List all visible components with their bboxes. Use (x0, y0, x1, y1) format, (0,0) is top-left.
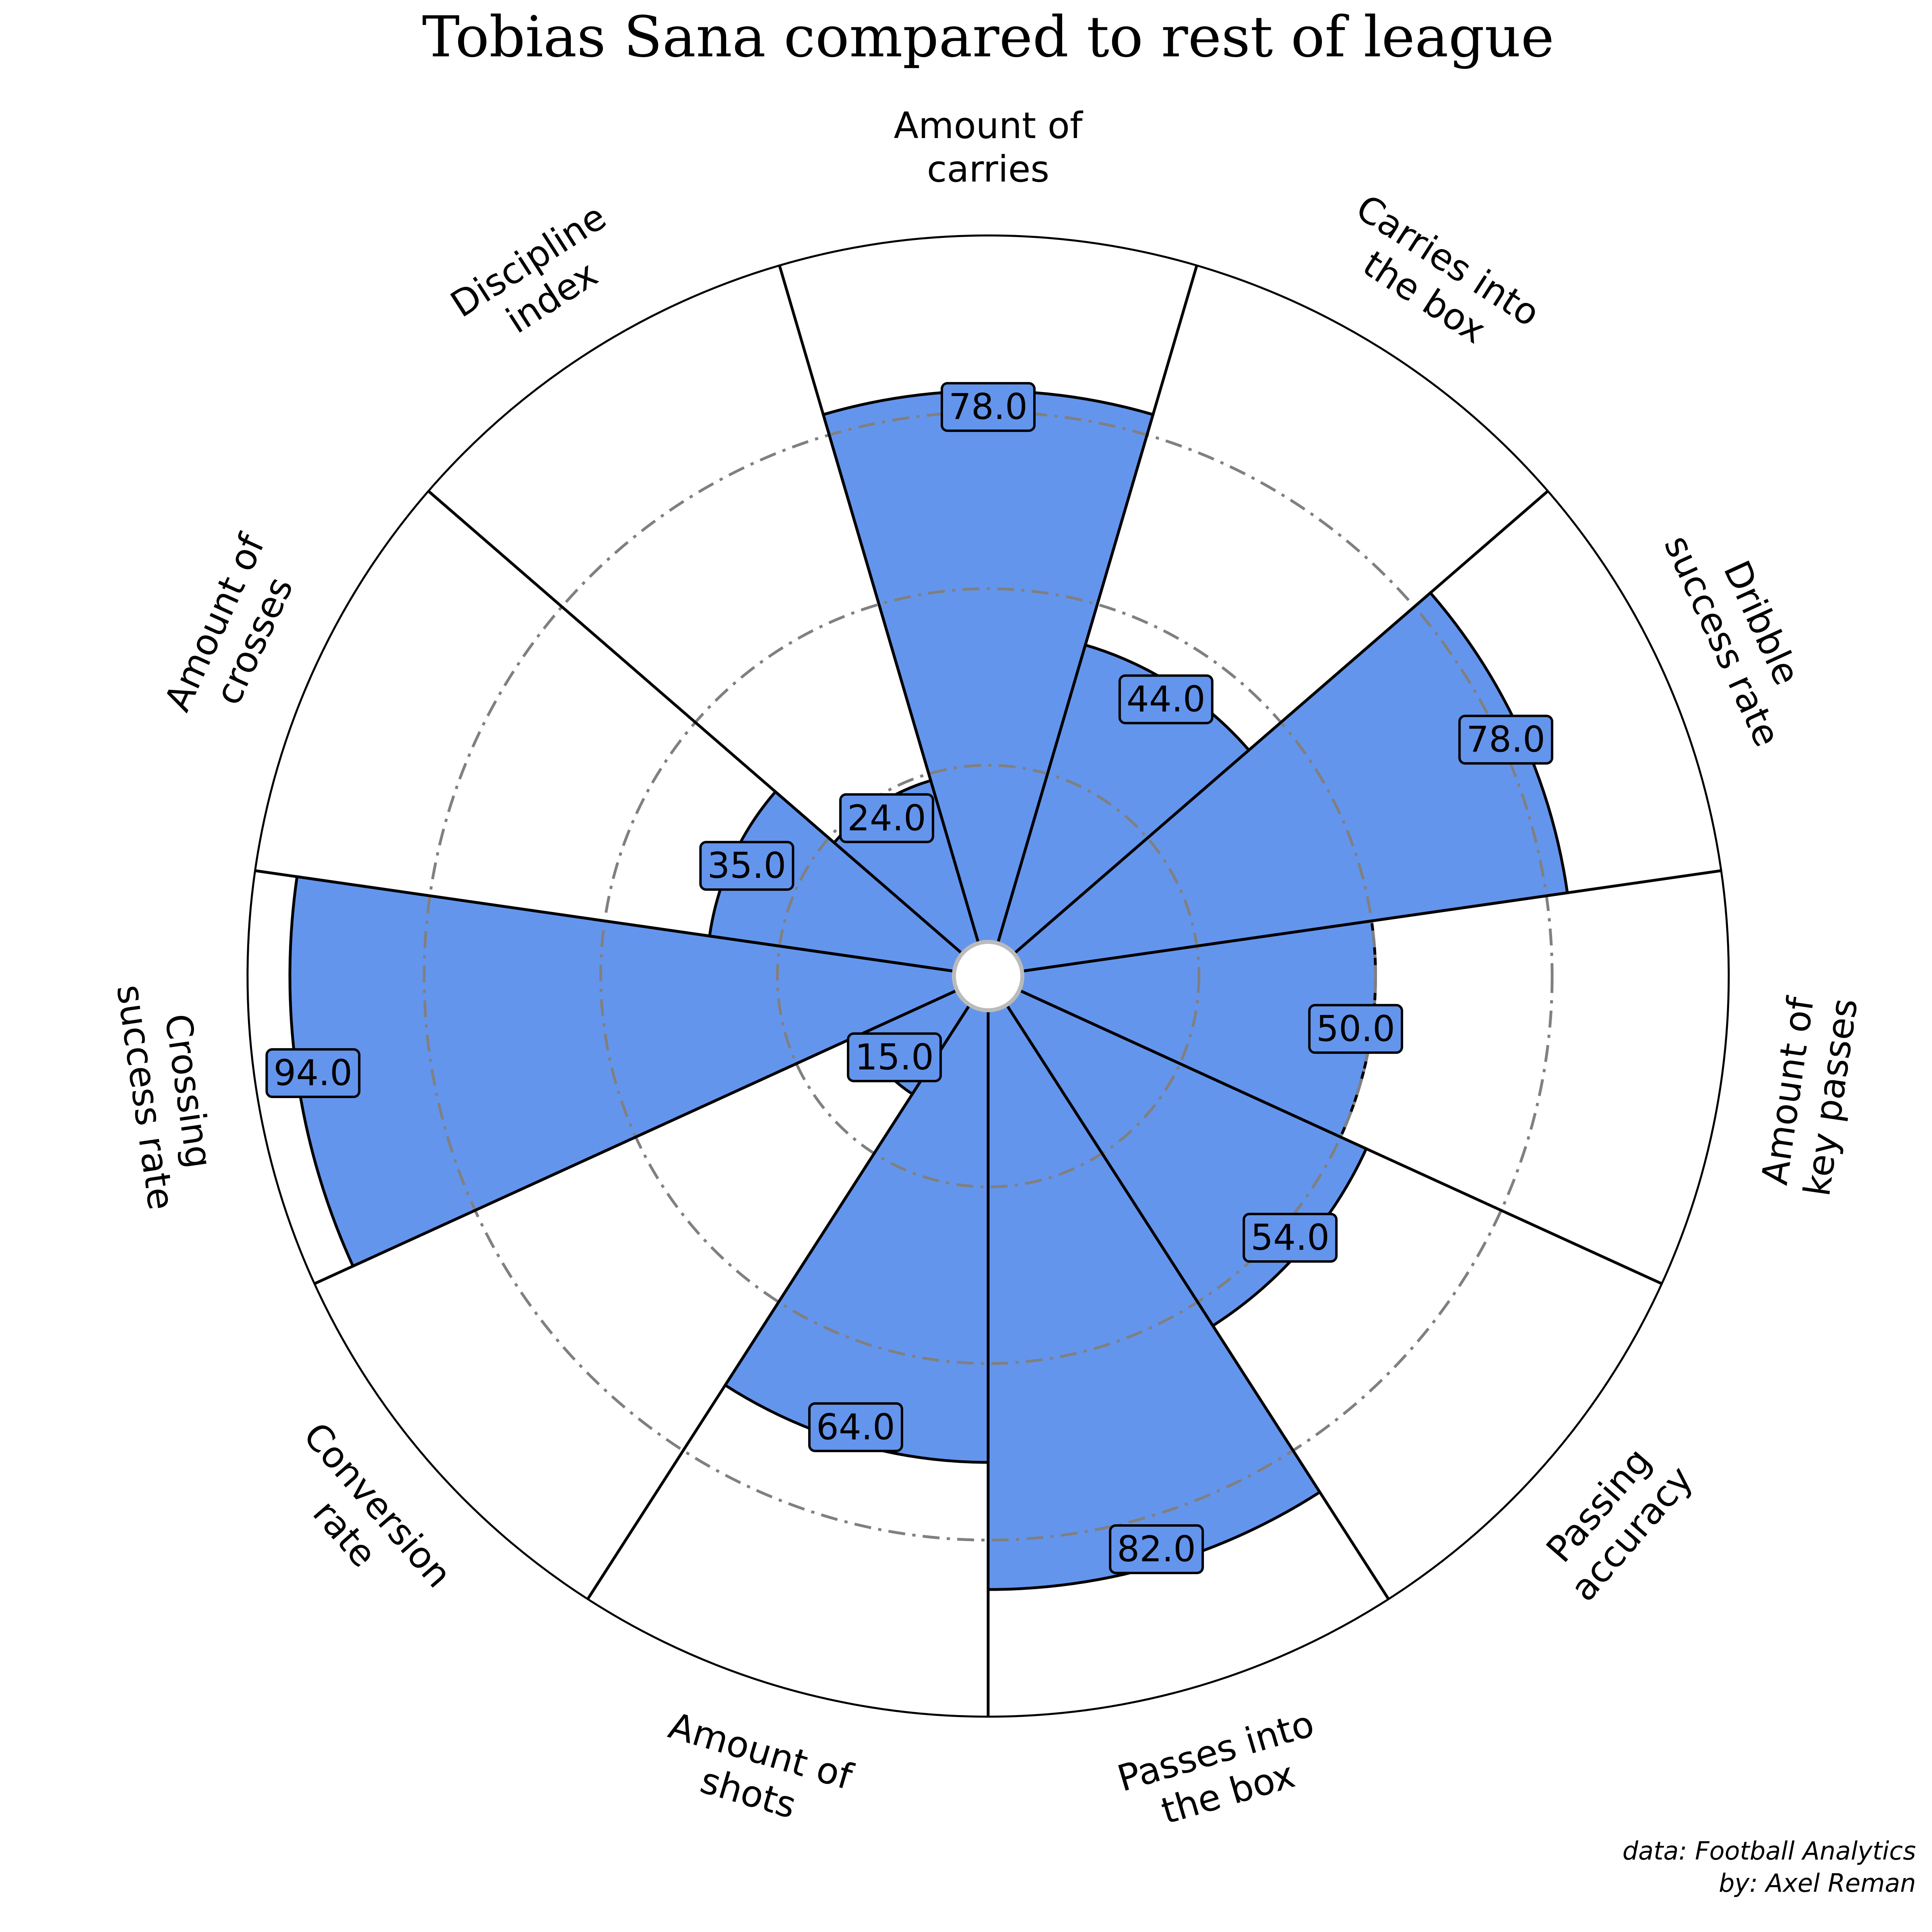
value-label-box (265, 1048, 361, 1098)
spoke-0 (778, 265, 980, 944)
value-label-text: 64.0 (816, 1406, 895, 1448)
value-label-6: 64.0 (808, 1402, 903, 1452)
value-label-box (1458, 714, 1554, 765)
param-label-0: Amount of carries (894, 105, 1083, 190)
value-label-9: 35.0 (699, 841, 795, 891)
value-label-box (1109, 1524, 1204, 1574)
value-label-2: 78.0 (1458, 714, 1554, 765)
value-label-10: 24.0 (839, 793, 934, 843)
value-label-box (699, 841, 795, 891)
credit-data: data: Football Analytics (1622, 1836, 1916, 1866)
value-label-text: 35.0 (707, 845, 786, 886)
spoke-9 (255, 869, 955, 973)
plot-area: 78.0 44.0 78.0 50.0 54.0 82.0 64.0 15.0 94.0 35.0… (108, 105, 1866, 1842)
param-label-10: Disciplineindex (443, 196, 637, 362)
grid-ring-0 (776, 764, 1201, 1189)
chart-title: Tobias Sana compared to rest of league (422, 4, 1554, 70)
value-label-box (1118, 674, 1214, 724)
value-label-text: 94.0 (274, 1052, 353, 1094)
spoke-1 (996, 265, 1198, 944)
value-label-3: 50.0 (1308, 1004, 1404, 1054)
value-label-text: 44.0 (1127, 679, 1205, 720)
value-label-8: 94.0 (265, 1048, 361, 1098)
credit-author: by: Axel Reman (1719, 1868, 1916, 1898)
value-label-text: 78.0 (949, 386, 1028, 427)
param-label-9: Amount ofcrosses (156, 527, 313, 735)
value-label-box (839, 793, 934, 843)
value-label-box (847, 1032, 942, 1082)
value-label-box (1308, 1004, 1404, 1054)
param-label-5: Passes intothe box (1113, 1703, 1331, 1842)
param-label-6: Amount ofshots (652, 1705, 858, 1840)
grid-ring-1 (599, 587, 1377, 1365)
value-label-text: 54.0 (1251, 1217, 1329, 1258)
value-label-box (808, 1402, 903, 1452)
center-hole (952, 940, 1024, 1012)
value-label-5: 82.0 (1109, 1524, 1204, 1574)
param-label-1: Carries intothe box (1325, 186, 1547, 372)
spoke-5 (1005, 1004, 1390, 1600)
spoke-2 (1013, 490, 1549, 955)
value-label-1: 44.0 (1118, 674, 1214, 724)
param-label-3: Amount ofkey passes (1753, 989, 1866, 1199)
value-label-text: 24.0 (847, 797, 926, 839)
value-label-box (1243, 1213, 1338, 1263)
spoke-4 (1018, 989, 1663, 1285)
value-label-0: 78.0 (941, 382, 1036, 432)
value-label-text: 78.0 (1466, 719, 1545, 760)
param-label-8: Crossingsuccess rate (108, 976, 225, 1212)
value-label-4: 54.0 (1243, 1213, 1338, 1263)
value-label-text: 82.0 (1117, 1528, 1196, 1570)
value-label-text: 50.0 (1316, 1008, 1395, 1049)
value-label-7: 15.0 (847, 1032, 942, 1082)
spoke-3 (1022, 869, 1721, 973)
value-label-text: 15.0 (855, 1036, 934, 1078)
spoke-7 (586, 1004, 971, 1600)
spoke-10 (427, 490, 964, 955)
param-label-7: Conversionrate (262, 1415, 460, 1624)
value-label-box (941, 382, 1036, 432)
param-label-4: Passingaccuracy (1530, 1430, 1701, 1609)
